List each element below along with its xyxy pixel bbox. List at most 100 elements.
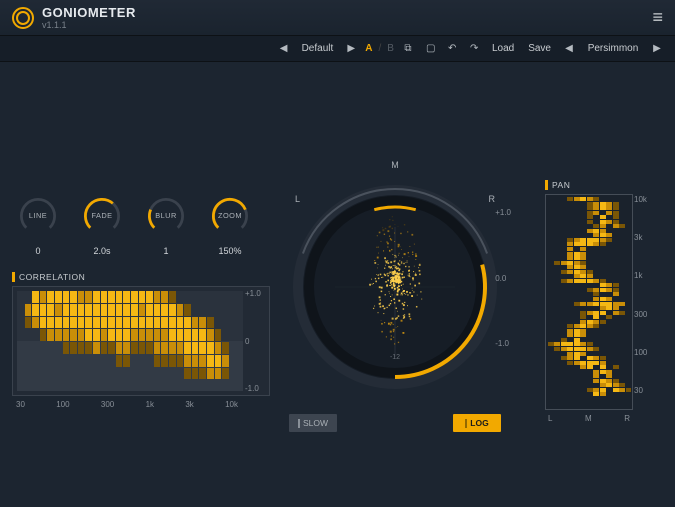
goniometer-scope[interactable]: -12 bbox=[285, 172, 505, 402]
correlation-cell bbox=[184, 317, 191, 329]
knob-zoom[interactable]: ZOOM 150% bbox=[204, 192, 256, 256]
ab-b-button[interactable]: B bbox=[387, 43, 394, 54]
correlation-cell bbox=[70, 317, 77, 329]
correlation-cell bbox=[192, 329, 199, 341]
paste-icon[interactable]: ▢ bbox=[422, 41, 438, 56]
menu-icon[interactable]: ≡ bbox=[652, 7, 663, 28]
pan-cell bbox=[574, 361, 580, 365]
correlation-cell bbox=[47, 317, 54, 329]
correlation-cell bbox=[177, 317, 184, 329]
pan-cell bbox=[587, 361, 593, 365]
svg-text:-12: -12 bbox=[390, 354, 400, 361]
pan-cell bbox=[613, 220, 619, 224]
correlation-cell bbox=[70, 291, 77, 303]
skin-name[interactable]: Persimmon bbox=[583, 43, 643, 54]
pan-cell bbox=[580, 342, 586, 346]
copy-icon[interactable]: ⧉ bbox=[400, 41, 416, 56]
skin-prev-icon[interactable]: ◀ bbox=[561, 41, 577, 56]
ab-a-button[interactable]: A bbox=[365, 43, 372, 54]
pan-cell bbox=[567, 261, 573, 265]
correlation-cell bbox=[154, 317, 161, 329]
pan-cell bbox=[613, 302, 619, 306]
correlation-xtick: 300 bbox=[101, 400, 114, 409]
correlation-display[interactable]: +1.00-1.0 bbox=[12, 286, 270, 396]
pan-cell bbox=[580, 265, 586, 269]
pan-cell bbox=[600, 370, 606, 374]
pan-cell bbox=[567, 333, 573, 337]
correlation-cell bbox=[184, 329, 191, 341]
svg-text:FADE: FADE bbox=[91, 211, 112, 220]
pan-cell bbox=[574, 352, 580, 356]
log-button[interactable]: LOG bbox=[453, 414, 501, 432]
correlation-cell bbox=[184, 342, 191, 354]
pan-cell bbox=[580, 333, 586, 337]
correlation-ytick: +1.0 bbox=[245, 289, 267, 298]
preset-prev-icon[interactable]: ◀ bbox=[276, 41, 292, 56]
svg-text:ZOOM: ZOOM bbox=[218, 211, 242, 220]
pan-cell bbox=[587, 342, 593, 346]
load-button[interactable]: Load bbox=[488, 43, 518, 54]
pan-cell bbox=[574, 342, 580, 346]
pan-cell bbox=[593, 233, 599, 237]
pan-cell bbox=[587, 238, 593, 242]
pan-cell bbox=[619, 311, 625, 315]
pan-cell bbox=[567, 197, 573, 201]
pan-cell bbox=[554, 347, 560, 351]
correlation-cell bbox=[192, 342, 199, 354]
pan-cell bbox=[567, 279, 573, 283]
pan-cell bbox=[619, 224, 625, 228]
correlation-cell bbox=[123, 291, 130, 303]
correlation-cell bbox=[40, 304, 47, 316]
pan-cell bbox=[593, 361, 599, 365]
pan-cell bbox=[567, 242, 573, 246]
pan-panel: PAN 10k3k1k30010030 LMR bbox=[545, 180, 661, 410]
knob-blur-value: 1 bbox=[140, 246, 192, 256]
pan-cell bbox=[574, 329, 580, 333]
pan-cell bbox=[587, 270, 593, 274]
main-area: LINE 0 FADE 2.0s BLUR 1 ZOOM 150% CORREL… bbox=[0, 62, 675, 507]
undo-icon[interactable]: ↶ bbox=[444, 41, 460, 56]
correlation-cell bbox=[207, 342, 214, 354]
pan-cell bbox=[600, 320, 606, 324]
pan-cell bbox=[593, 324, 599, 328]
correlation-xtick: 30 bbox=[16, 400, 25, 409]
correlation-cell bbox=[154, 291, 161, 303]
knob-fade[interactable]: FADE 2.0s bbox=[76, 192, 128, 256]
pan-cell bbox=[561, 279, 567, 283]
pan-ytick: 3k bbox=[634, 233, 656, 242]
correlation-cell bbox=[146, 304, 153, 316]
goniometer-panel: M L R -12 +1.00.0-1.0 SLOW LOG bbox=[285, 162, 505, 432]
pan-display[interactable]: 10k3k1k30010030 LMR bbox=[545, 194, 633, 410]
slow-button[interactable]: SLOW bbox=[289, 414, 337, 432]
pan-cell bbox=[567, 347, 573, 351]
preset-next-icon[interactable]: ▶ bbox=[343, 41, 359, 56]
preset-name[interactable]: Default bbox=[298, 43, 338, 54]
pan-cell bbox=[600, 361, 606, 365]
save-button[interactable]: Save bbox=[524, 43, 555, 54]
pan-cell bbox=[593, 392, 599, 396]
correlation-cell bbox=[184, 304, 191, 316]
correlation-cell bbox=[123, 317, 130, 329]
correlation-cell bbox=[222, 368, 229, 380]
correlation-cell bbox=[85, 329, 92, 341]
pan-cell bbox=[606, 374, 612, 378]
slow-button-label: SLOW bbox=[303, 418, 328, 428]
correlation-cell bbox=[199, 355, 206, 367]
pan-cell bbox=[593, 388, 599, 392]
correlation-cell bbox=[161, 329, 168, 341]
app-title: GONIOMETER bbox=[42, 5, 136, 20]
pan-cell bbox=[561, 338, 567, 342]
knob-blur[interactable]: BLUR 1 bbox=[140, 192, 192, 256]
correlation-cell bbox=[192, 317, 199, 329]
correlation-cell bbox=[93, 342, 100, 354]
correlation-cell bbox=[131, 291, 138, 303]
pan-cell bbox=[580, 274, 586, 278]
correlation-cell bbox=[207, 329, 214, 341]
correlation-cell bbox=[146, 291, 153, 303]
redo-icon[interactable]: ↷ bbox=[466, 41, 482, 56]
pan-cell bbox=[587, 206, 593, 210]
skin-next-icon[interactable]: ▶ bbox=[649, 41, 665, 56]
knob-line[interactable]: LINE 0 bbox=[12, 192, 64, 256]
correlation-cell bbox=[32, 317, 39, 329]
pan-cell bbox=[580, 311, 586, 315]
